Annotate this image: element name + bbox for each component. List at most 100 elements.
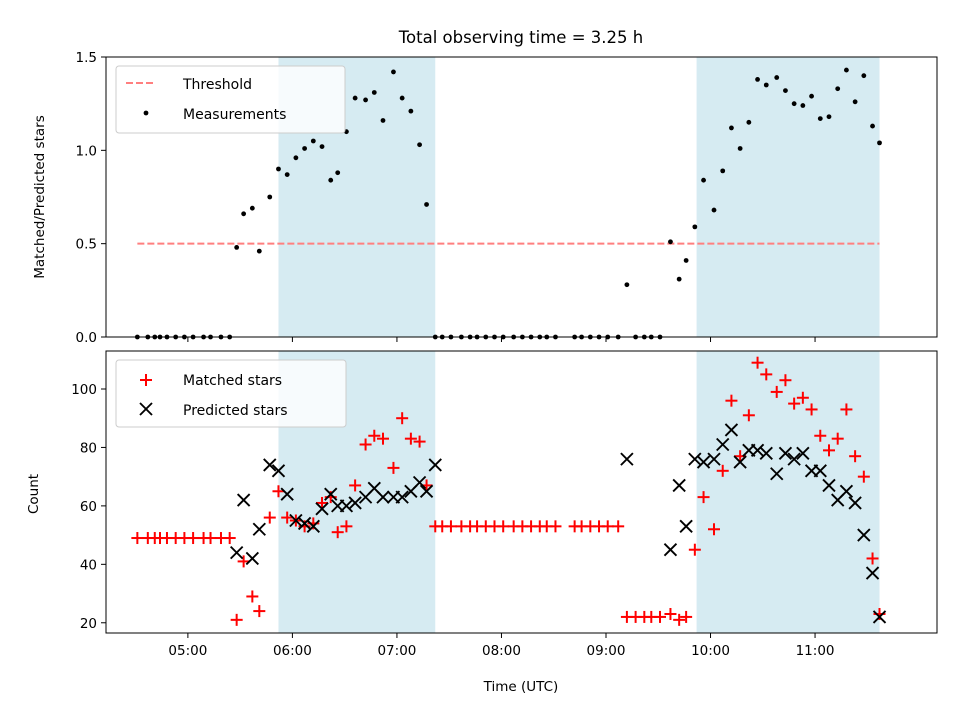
measurements-point xyxy=(624,282,630,288)
predicted-stars-point xyxy=(672,478,686,493)
legend-predicted-swatch xyxy=(139,402,153,416)
measurements-point xyxy=(729,125,734,131)
measurements-point xyxy=(424,202,429,207)
matched-stars-point xyxy=(708,523,721,536)
measurements-point xyxy=(335,170,341,176)
bottom-panel: 05:00 06:00 07:00 08:00 09:00 10:00 11:00 20 40… xyxy=(26,350,938,695)
measurements-point xyxy=(791,101,797,107)
shaded-interval-2 xyxy=(696,351,880,633)
predicted-stars-point xyxy=(865,566,880,580)
predicted-stars-point xyxy=(280,487,294,501)
predicted-stars-point xyxy=(271,464,286,478)
legend-matched-swatch xyxy=(140,374,152,386)
predicted-stars-point xyxy=(252,522,266,536)
measurements-point xyxy=(284,172,290,178)
matched-stars-point xyxy=(849,450,862,463)
measurements-point xyxy=(809,93,814,99)
matched-stars-point xyxy=(246,590,259,603)
x-tick-label: 07:00 xyxy=(377,643,416,659)
bottom-y-axis-label: Count xyxy=(26,474,42,514)
predicted-stars-point xyxy=(395,490,409,504)
matched-stars-point xyxy=(340,520,353,533)
matched-stars-point xyxy=(281,511,294,524)
legend-threshold-label: Threshold xyxy=(182,77,252,93)
bottom-legend: Matched stars Predicted stars xyxy=(115,359,347,428)
measurements-point xyxy=(328,177,334,183)
measurements-point xyxy=(800,103,806,108)
measurements-point xyxy=(817,116,823,121)
measurements-point xyxy=(701,177,706,183)
matched-stars-point xyxy=(601,520,614,533)
matched-stars-point xyxy=(716,464,729,477)
measurements-point xyxy=(720,168,726,174)
x-tick-label: 10:00 xyxy=(691,643,730,659)
predicted-stars-point xyxy=(679,519,693,534)
matched-stars-point xyxy=(831,432,844,445)
measurements-point xyxy=(241,211,247,217)
predicted-stars-point xyxy=(872,610,887,624)
measurements-point xyxy=(249,205,255,211)
matched-stars-point xyxy=(368,429,381,442)
top-axes-frame xyxy=(105,56,938,338)
matched-stars-point xyxy=(237,555,250,568)
measurements-point xyxy=(310,138,316,144)
shaded-interval-2 xyxy=(696,57,880,337)
measurements-point xyxy=(870,123,875,129)
matched-stars-point xyxy=(396,412,409,425)
measurements-point xyxy=(399,95,405,101)
top-title: Total observing time = 3.25 h xyxy=(398,28,643,47)
top-y-axis-label: Matched/Predicted stars xyxy=(32,115,48,278)
measurements-point xyxy=(676,276,682,282)
measurements-point xyxy=(835,86,841,92)
measurements-point xyxy=(683,258,689,263)
bottom-x-ticks: 05:00 06:00 07:00 08:00 09:00 10:00 11:00 xyxy=(168,633,835,659)
x-tick-label: 09:00 xyxy=(587,643,626,659)
predicted-stars-point xyxy=(324,487,338,501)
bottom-legend-box xyxy=(115,359,347,428)
matched-stars-point xyxy=(359,438,372,451)
matched-stars-point xyxy=(866,552,879,565)
matched-stars-point xyxy=(751,356,764,369)
x-tick-label: 06:00 xyxy=(273,643,312,659)
matched-stars-point xyxy=(377,432,389,445)
matched-stars-point xyxy=(688,543,701,556)
measurements-point xyxy=(380,118,386,123)
matched-stars-point xyxy=(805,403,818,416)
predicted-stars-point xyxy=(839,484,854,498)
predicted-stars-point xyxy=(348,496,362,510)
matched-stars-point xyxy=(814,429,827,442)
measurements-point xyxy=(826,114,832,120)
predicted-stars-point xyxy=(297,516,312,531)
legend-matched-label: Matched stars xyxy=(183,373,282,389)
measurements-point xyxy=(692,224,698,230)
matched-stars-point xyxy=(204,532,217,545)
matched-stars-point xyxy=(822,444,835,457)
measurements-point xyxy=(755,77,760,82)
matched-stars-point xyxy=(549,520,562,533)
measurements-point xyxy=(302,146,308,151)
bottom-y-ticks: 20 40 60 80 100 xyxy=(71,382,106,632)
matched-stars-point xyxy=(654,610,666,623)
y-tick-label: 1.0 xyxy=(76,143,97,159)
x-tick-label: 08:00 xyxy=(482,643,521,659)
predicted-stars-point xyxy=(716,437,730,452)
predicted-stars-point xyxy=(778,446,793,460)
measurements-point xyxy=(783,88,788,93)
predicted-stars-point xyxy=(696,455,711,469)
matched-stars-point xyxy=(387,461,400,474)
predicted-stars-point xyxy=(412,475,427,490)
predicted-stars-point xyxy=(376,490,390,504)
predicted-stars-point xyxy=(813,464,827,478)
measurements-point xyxy=(319,144,325,150)
matched-stars-point xyxy=(857,470,870,483)
bottom-x-axis-label: Time (UTC) xyxy=(483,679,559,695)
measurements-point xyxy=(746,119,752,125)
measurements-point xyxy=(363,97,368,103)
matched-stars-point xyxy=(272,485,285,498)
matched-stars-point xyxy=(779,374,792,387)
y-tick-label: 1.5 xyxy=(76,50,97,66)
matched-stars-point xyxy=(253,605,266,618)
predicted-stars-point xyxy=(236,493,251,507)
matched-stars-point xyxy=(770,385,783,398)
predicted-stars-point xyxy=(733,455,747,469)
